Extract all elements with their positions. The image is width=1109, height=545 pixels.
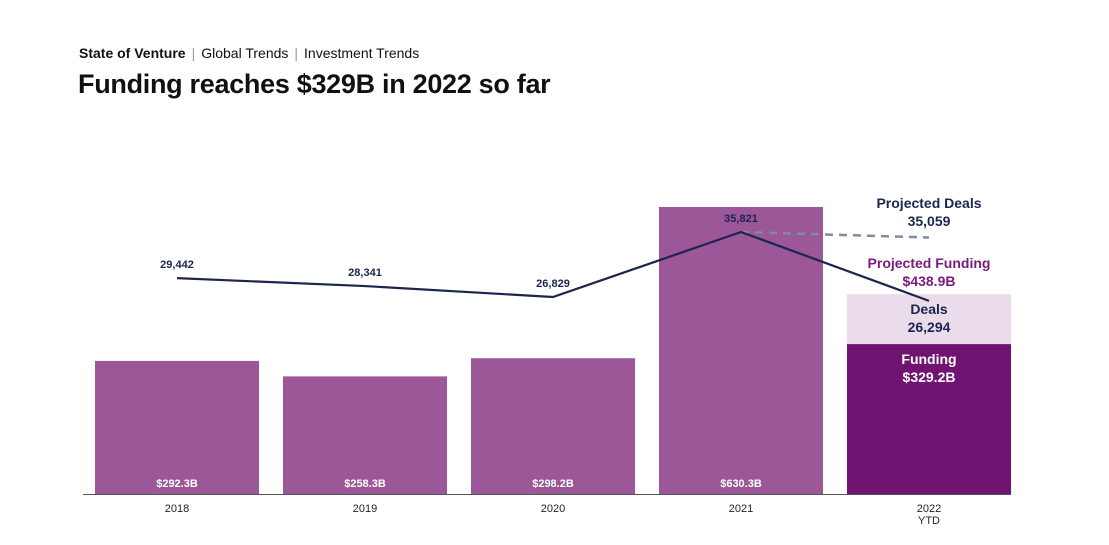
deals-data-label: 28,341 bbox=[348, 267, 382, 279]
funding-bar-label: $258.3B bbox=[344, 478, 386, 490]
funding-bar bbox=[283, 376, 447, 494]
deals-data-label: 35,821 bbox=[724, 213, 758, 225]
projected-deals-title: Projected Deals bbox=[876, 195, 981, 211]
deals-title: Deals bbox=[910, 301, 948, 317]
funding-bar bbox=[95, 360, 259, 494]
breadcrumb-item-state-of-venture[interactable]: State of Venture bbox=[79, 45, 186, 61]
projected-funding-bar bbox=[847, 294, 1011, 345]
breadcrumb: State of Venture | Global Trends | Investmen… bbox=[79, 45, 419, 61]
funding-bar-label: $630.3B bbox=[720, 478, 762, 490]
deals-line bbox=[176, 230, 930, 302]
funding-bar bbox=[847, 344, 1011, 494]
funding-value: $329.2B bbox=[903, 369, 956, 385]
projected-deals-line bbox=[740, 230, 930, 239]
x-axis-tick-label: 2019 bbox=[353, 503, 377, 515]
funding-bar bbox=[659, 207, 823, 494]
x-axis-tick-label: 2018 bbox=[165, 503, 189, 515]
deals-value: 26,294 bbox=[908, 319, 951, 335]
page-title: Funding reaches $329B in 2022 so far bbox=[78, 69, 551, 99]
funding-bar-label: $298.2B bbox=[532, 478, 574, 490]
x-axis-tick-label: 2022 YTD bbox=[917, 503, 941, 527]
breadcrumb-item-global-trends[interactable]: Global Trends bbox=[201, 45, 289, 61]
funding-title: Funding bbox=[901, 351, 956, 367]
funding-bar bbox=[471, 358, 635, 494]
breadcrumb-separator: | bbox=[294, 45, 299, 61]
x-axis-tick-label: 2021 bbox=[729, 503, 753, 515]
x-axis-tick-label: 2020 bbox=[541, 503, 565, 515]
deals-data-label: 26,829 bbox=[536, 278, 570, 290]
projected-funding-value: $438.9B bbox=[903, 273, 956, 289]
funding-bar-label: $292.3B bbox=[156, 478, 198, 490]
projected-deals-value: 35,059 bbox=[908, 213, 951, 229]
deals-data-label: 29,442 bbox=[160, 259, 194, 271]
projected-funding-title: Projected Funding bbox=[868, 255, 991, 271]
breadcrumb-item-investment-trends[interactable]: Investment Trends bbox=[304, 45, 420, 61]
breadcrumb-separator: | bbox=[191, 45, 196, 61]
